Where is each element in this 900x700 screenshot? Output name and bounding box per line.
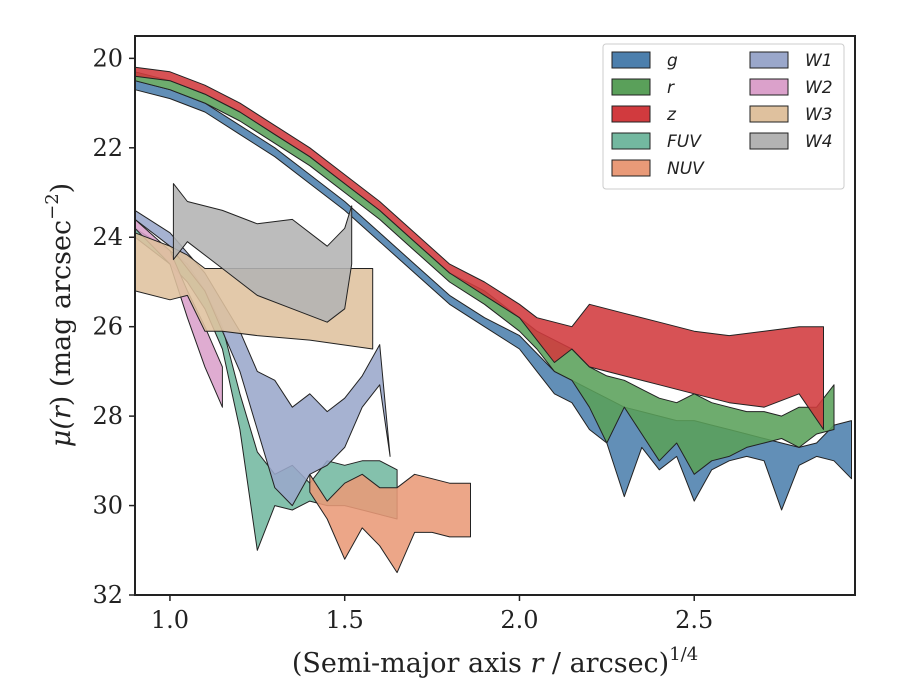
legend-swatch-fuv — [611, 132, 651, 150]
legend: grz FUV NUV W1 W2 W3 W4 — [602, 43, 845, 190]
y-tick-label: 20 — [92, 44, 123, 72]
y-tick-label: 22 — [92, 134, 123, 162]
legend-swatch-g — [611, 51, 651, 69]
plot-frame — [134, 35, 856, 596]
legend-swatch-w4 — [749, 132, 789, 150]
y-tick-label: 26 — [92, 313, 123, 341]
y-axis-label: μ(r) (mag arcsec−2) — [42, 183, 77, 447]
legend-swatch-w3 — [749, 105, 789, 123]
legend-items: grz FUV NUV W1 W2 W3 W4 — [611, 51, 833, 179]
legend-swatch-r — [611, 78, 651, 96]
legend-label-nuv: NUV — [667, 159, 705, 179]
x-axis: 1.0 1.5 2.0 2.5 — [151, 595, 713, 634]
legend-label-w3: W3 — [805, 105, 833, 125]
y-tick-label: 30 — [92, 492, 123, 520]
legend-label-fuv: FUV — [667, 132, 702, 152]
x-tick-label: 2.0 — [500, 606, 538, 634]
legend-swatch-w1 — [749, 51, 789, 69]
legend-label-w4: W4 — [805, 132, 833, 152]
y-tick-label: 32 — [92, 581, 123, 609]
legend-label-r: r — [667, 78, 675, 98]
x-tick-label: 2.5 — [675, 606, 713, 634]
series-band-g — [134, 80, 852, 511]
legend-label-z: z — [666, 105, 677, 125]
y-tick-label: 28 — [92, 402, 123, 430]
legend-label-w1: W1 — [805, 51, 833, 71]
legend-label-w2: W2 — [805, 78, 833, 98]
legend-label-g: g — [667, 51, 678, 71]
series-band-w4 — [172, 183, 353, 323]
y-tick-label: 24 — [92, 223, 123, 251]
series-layer — [134, 66, 852, 574]
x-tick-label: 1.0 — [151, 606, 189, 634]
series-band-z — [134, 66, 824, 430]
series-band-nuv — [309, 473, 471, 574]
legend-swatch-z — [611, 105, 651, 123]
x-axis-label: (Semi-major axis r / arcsec)1/4 — [292, 644, 698, 679]
series-band-w1 — [134, 209, 391, 507]
legend-swatch-nuv — [611, 159, 651, 177]
y-axis: 20 22 24 26 28 30 32 — [92, 44, 135, 609]
legend-swatch-w2 — [749, 78, 789, 96]
x-tick-label: 1.5 — [326, 606, 364, 634]
